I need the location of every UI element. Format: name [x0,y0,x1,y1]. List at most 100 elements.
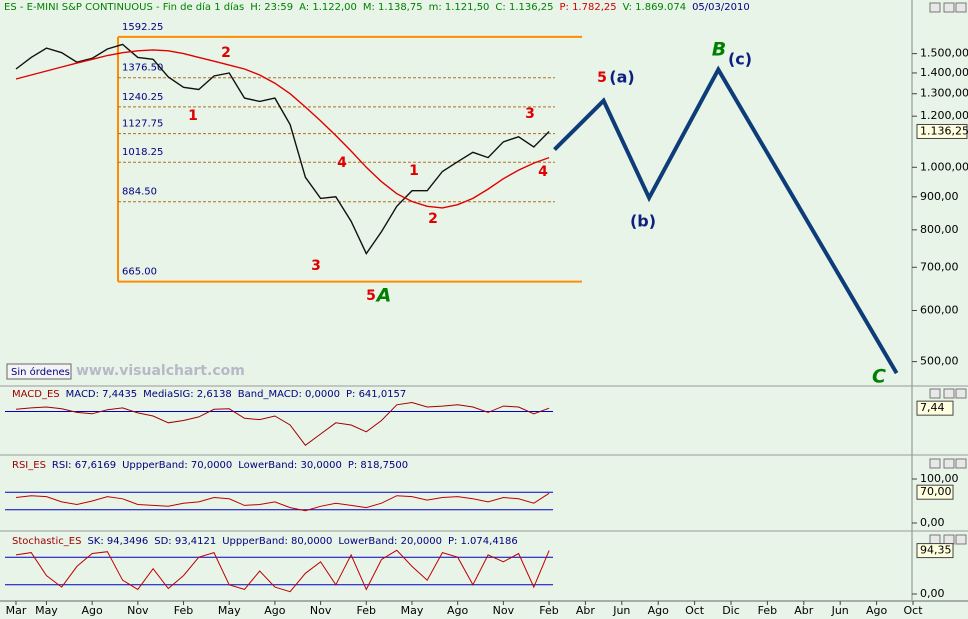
wave-label: 1 [409,163,419,179]
maximize-button[interactable] [943,2,955,13]
last-value-label: 70,00 [920,485,952,498]
projection-line [553,65,899,375]
x-tick-label: Abr [794,604,814,617]
x-tick-label: Nov [127,604,149,617]
x-tick-label: May [401,604,424,617]
header-text: C: 1.136,25 [495,2,553,13]
x-tick-label: Feb [539,604,558,617]
x-tick-label: Jun [612,604,630,617]
maximize-button[interactable] [943,458,955,469]
x-tick-label: Ago [264,604,286,617]
x-tick-label: Ago [447,604,469,617]
close-button[interactable] [955,458,967,469]
wave-label: 2 [428,211,438,227]
minimize-button[interactable] [929,2,941,13]
wave-label: C [872,366,886,388]
indicator-header: MediaSIG: 2,6138 [143,389,232,400]
window-buttons [929,2,967,545]
indicator-header: P: 818,7500 [348,460,408,471]
wave-label: 4 [538,164,548,180]
y-tick-label: 1.300,00 [920,87,968,100]
wave-label: 4 [337,155,347,171]
x-tick-label: Oct [685,604,705,617]
indicator-header: Stochastic_ES [12,536,81,547]
wave-label: 5 [366,288,376,304]
header-text: 05/03/2010 [692,2,750,13]
price-line [15,549,550,593]
fib-label: 1240.25 [122,92,163,103]
y-tick-label: 700,00 [920,260,959,273]
header-text: A: 1.122,00 [299,2,357,13]
close-button[interactable] [955,534,967,545]
x-tick-label: Abr [576,604,596,617]
x-tick-label: Feb [758,604,777,617]
y-tick-label: 600,00 [920,304,959,317]
last-value-label: 7,44 [920,401,945,414]
wave-label: 2 [221,45,231,61]
x-tick-label: May [218,604,241,617]
header-text: m: 1.121,50 [429,2,490,13]
last-value-box [916,123,968,139]
header-text: P: 1.782,25 [559,2,616,13]
fib-label: 884.50 [122,187,157,198]
minimize-button[interactable] [929,388,941,399]
y-tick-label: 800,00 [920,223,959,236]
y-tick-label: 500,00 [920,355,959,368]
wave-label: 1 [188,108,198,124]
fib-label: 1127.75 [122,119,163,130]
fib-label: 1018.25 [122,147,163,158]
indicator-header: P: 1.074,4186 [448,536,518,547]
y-tick-label: 100,00 [920,472,959,485]
last-value-label: 1.136,25 [920,124,968,137]
indicator-header: SK: 94,3496 [87,536,148,547]
price-line [15,43,550,255]
price-line [15,49,550,209]
watermark: www.visualchart.com [76,363,245,379]
x-tick-label: Jun [831,604,849,617]
maximize-button[interactable] [943,388,955,399]
x-tick-label: May [35,604,58,617]
x-tick-label: Ago [866,604,888,617]
wave-label: (a) [609,68,634,87]
minimize-button[interactable] [929,458,941,469]
y-tick-label: 0,00 [920,516,945,529]
wave-label: 3 [525,106,535,122]
fib-label: 1592.25 [122,22,163,33]
indicator-header: RSI_ES [12,460,46,471]
wave-label: (c) [728,50,752,69]
y-tick-label: 1.200,00 [920,109,968,122]
x-tick-label: Feb [357,604,376,617]
close-button[interactable] [955,2,967,13]
status-text: Sin órdenes [11,366,70,378]
wave-label: 3 [311,258,321,274]
x-tick-label: Oct [903,604,923,617]
close-button[interactable] [955,388,967,399]
x-tick-label: Nov [493,604,515,617]
indicator-header: MACD_ES [12,389,60,400]
wave-label: B [712,39,726,61]
y-tick-label: 1.400,00 [920,66,968,79]
header-text: ES - E-MINI S&P CONTINUOUS - Fin de día … [4,1,244,13]
x-tick-label: Ago [82,604,104,617]
status-box[interactable] [6,363,72,380]
last-value-box [916,543,954,559]
y-tick-label: 0,00 [920,587,945,600]
wave-label: 5 [597,70,607,86]
x-tick-label: Ago [648,604,670,617]
last-value-box [916,400,954,416]
indicator-header: UppperBand: 70,0000 [122,460,232,471]
header-text: V: 1.869.074 [623,2,686,13]
indicator-header: RSI: 67,6169 [52,460,116,471]
y-tick-label: 1.000,00 [920,160,968,173]
fib-label: 665.00 [122,267,157,278]
y-tick-label: 900,00 [920,190,959,203]
indicator-header: SD: 93,4121 [154,536,216,547]
wave-label: (b) [630,212,656,231]
last-value-box [916,484,954,500]
indicator-header: LowerBand: 30,0000 [238,460,342,471]
indicator-header: Band_MACD: 0,0000 [238,389,340,400]
price-line [15,401,550,446]
price-line [15,492,550,512]
